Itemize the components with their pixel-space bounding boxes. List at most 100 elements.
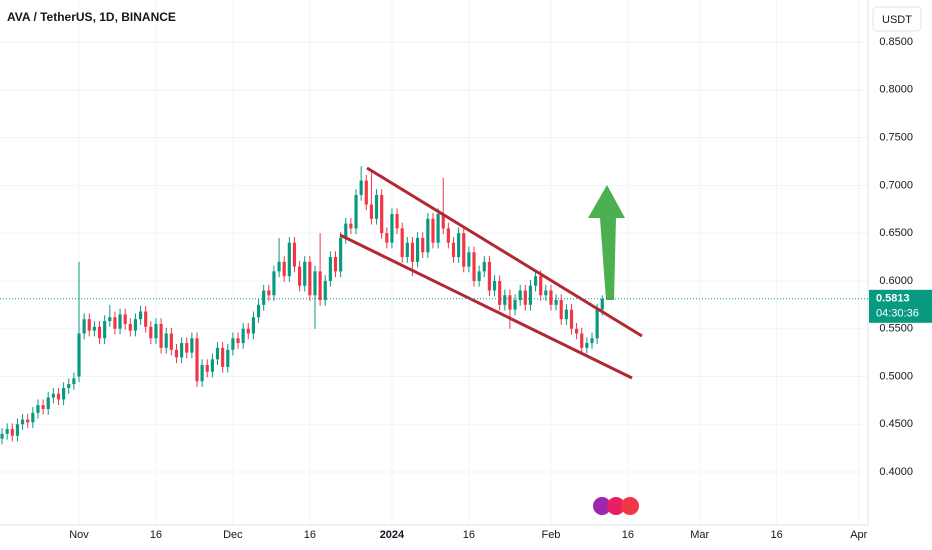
candle-body (400, 228, 404, 258)
candle-body (10, 429, 14, 436)
candle-body (333, 257, 338, 272)
candle-body (585, 343, 589, 348)
candle-body (267, 290, 271, 296)
candle-body (564, 309, 568, 320)
candle-body (15, 424, 20, 436)
candle-body (395, 214, 399, 229)
candle-body (364, 180, 368, 205)
y-tick-label: 0.8500 (879, 36, 913, 48)
candle-body (231, 338, 235, 350)
candle-body (318, 271, 322, 301)
candle-body (200, 365, 204, 382)
candle-body (298, 266, 302, 286)
candle-body (477, 271, 481, 281)
candle-body (256, 304, 261, 318)
candle-body (503, 295, 507, 305)
candle-body (313, 271, 317, 296)
candle-body (138, 311, 143, 320)
candle-body (349, 223, 353, 229)
currency-button[interactable] (872, 6, 922, 32)
currency-label[interactable]: USDT (882, 14, 912, 26)
candle-body (523, 290, 527, 305)
candle-body (328, 257, 332, 281)
y-tick-label: 0.6500 (879, 227, 913, 239)
candle-body (569, 309, 574, 329)
candle-body (82, 319, 86, 334)
candle-body (185, 343, 189, 353)
candle-body (215, 347, 220, 360)
candle-body (210, 359, 214, 372)
x-tick-label: 16 (463, 529, 475, 541)
candle-body (390, 214, 394, 243)
candle-body (600, 298, 604, 310)
x-tick-label: 2024 (380, 529, 405, 541)
candle-body (103, 321, 107, 339)
candle-body (385, 233, 389, 243)
y-tick-label: 0.4500 (879, 418, 913, 430)
candle-body (590, 338, 594, 344)
candle-body (369, 204, 374, 219)
candle-body (251, 317, 256, 334)
candle-body (446, 228, 450, 243)
candle-body (164, 333, 168, 348)
candle-body (498, 280, 502, 305)
candle-body (31, 412, 35, 423)
candle-body (287, 242, 291, 277)
last-price-label: 0.5813 (876, 293, 910, 305)
grid (0, 0, 868, 525)
candle-body (410, 242, 415, 262)
candle-body (51, 393, 55, 398)
y-tick-label: 0.5000 (879, 370, 913, 382)
x-tick-label: Nov (69, 529, 89, 541)
candle-body (174, 349, 179, 358)
candle-body (559, 300, 563, 320)
candle-body (0, 433, 4, 439)
candle-body (262, 290, 266, 305)
candle-body (56, 393, 61, 400)
x-tick-label: 16 (771, 529, 783, 541)
candle-body (41, 405, 45, 409)
candle-body (236, 338, 240, 344)
candle-body (539, 276, 543, 296)
candle-body (518, 290, 522, 301)
candle-body (72, 378, 76, 385)
candle-body (303, 261, 307, 286)
candle-body (544, 290, 548, 296)
candle-body (492, 280, 497, 291)
candle-body (575, 328, 579, 334)
candle-body (118, 314, 122, 329)
channel-lower (339, 233, 633, 380)
candle-body (441, 214, 445, 229)
candle-body (339, 237, 343, 272)
candle-body (87, 319, 91, 331)
candle-body (277, 261, 281, 272)
candle-body (380, 194, 384, 234)
candle-body (436, 214, 440, 243)
candle-body (92, 326, 96, 331)
candle-body (26, 419, 30, 423)
candle-body (149, 326, 153, 339)
candle-body (36, 405, 40, 413)
candle-body (108, 317, 112, 322)
y-tick-label: 0.4000 (879, 466, 913, 478)
candle-body (457, 233, 461, 258)
candle-body (554, 300, 558, 305)
y-tick-label: 0.6000 (879, 275, 913, 287)
candles (0, 166, 604, 445)
candle-body (246, 328, 250, 334)
candle-body (595, 309, 599, 339)
candle-body (221, 347, 225, 367)
candle-body (462, 233, 466, 267)
candle-body (97, 326, 102, 339)
candle-body (205, 365, 209, 372)
candle-body (513, 300, 517, 310)
candle-body (431, 218, 435, 243)
candle-body (159, 323, 163, 348)
x-tick-label: Mar (690, 529, 709, 541)
x-tick-label: 16 (304, 529, 316, 541)
candle-body (226, 349, 230, 367)
candle-body (482, 261, 486, 272)
candle-body (451, 242, 456, 258)
